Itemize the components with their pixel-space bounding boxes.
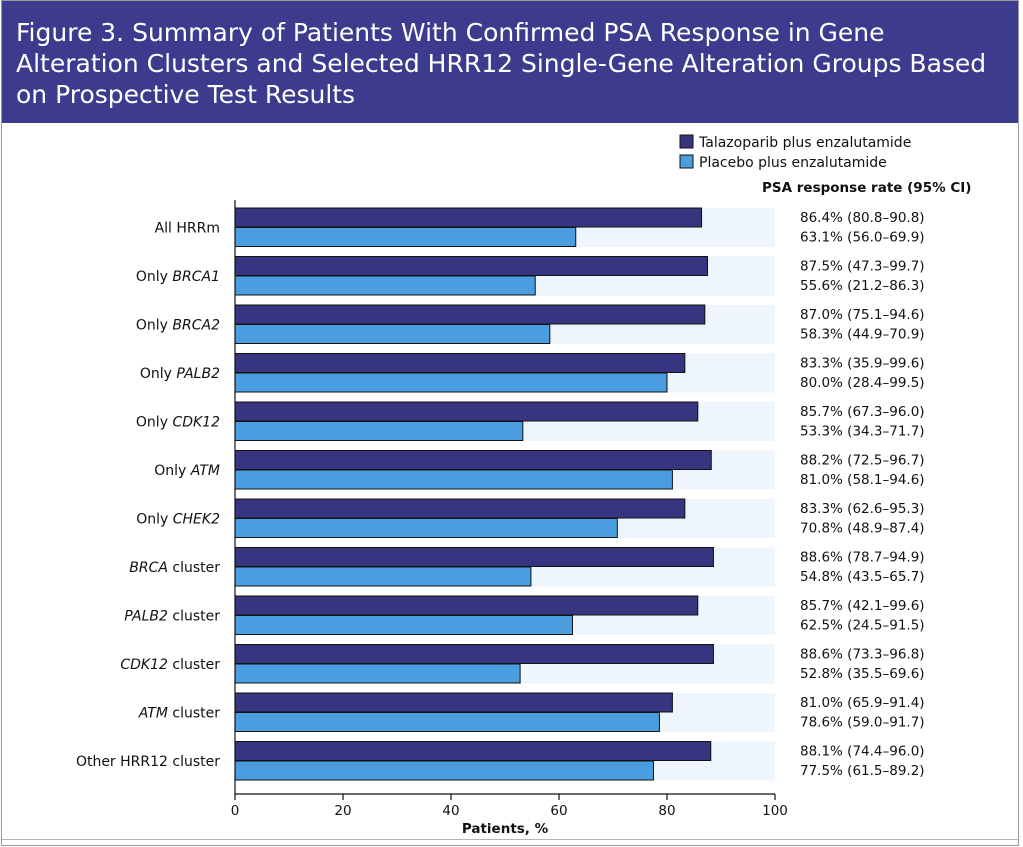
- bar-series-1: [234, 450, 712, 470]
- bottom-divider: [2, 839, 1018, 840]
- category-label-text: Only: [140, 366, 177, 382]
- category-label-text: Only: [154, 463, 191, 479]
- bar-series-1: [234, 207, 703, 228]
- annotation-header: PSA response rate (95% CI): [762, 180, 971, 196]
- bar-series-2: [234, 275, 536, 296]
- legend-label-2: Placebo plus enzalutamide: [699, 155, 887, 171]
- category-label: PALB2 cluster: [124, 609, 220, 625]
- x-tick-label: 100: [762, 803, 788, 819]
- data-label-series-2: 70.8% (48.9–87.4): [800, 521, 925, 537]
- data-label-series-2: 54.8% (43.5–65.7): [800, 569, 925, 585]
- figure-header: Figure 3. Summary of Patients With Confi…: [2, 1, 1018, 123]
- data-label-series-2: 55.6% (21.2–86.3): [800, 278, 925, 294]
- category-label-text: cluster: [168, 706, 220, 722]
- data-label-series-2: 77.5% (61.5–89.2): [800, 763, 925, 779]
- bar-series-2: [234, 566, 532, 587]
- bar-series-1: [234, 692, 673, 713]
- x-tick-label: 80: [658, 803, 675, 819]
- data-label-series-2: 63.1% (56.0–69.9): [800, 230, 925, 246]
- data-label-series-1: 88.2% (72.5–96.7): [800, 453, 925, 469]
- category-label-gene: PALB2: [124, 609, 168, 625]
- data-label-series-1: 85.7% (67.3–96.0): [800, 404, 925, 420]
- bar-series-2: [234, 372, 668, 393]
- bar-series-2: [234, 518, 618, 538]
- data-label-series-1: 86.4% (80.8–90.8): [800, 210, 925, 226]
- bar-series-1: [234, 644, 714, 664]
- x-tick-label: 40: [442, 803, 459, 819]
- category-label: CDK12 cluster: [120, 657, 220, 673]
- bar-series-2: [234, 615, 573, 635]
- data-label-series-2: 58.3% (44.9–70.9): [800, 327, 925, 343]
- category-label-text: Only: [136, 269, 173, 285]
- category-label: Only BRCA1: [136, 269, 220, 285]
- category-label-gene: ATM: [138, 706, 168, 722]
- data-label-series-1: 88.6% (73.3–96.8): [800, 647, 925, 663]
- category-label-gene: BRCA2: [172, 318, 220, 334]
- data-label-series-1: 88.1% (74.4–96.0): [800, 744, 925, 760]
- bar-series-1: [234, 595, 699, 616]
- x-tick-label: 0: [231, 803, 240, 819]
- data-label-series-2: 80.0% (28.4–99.5): [800, 375, 925, 391]
- legend-label-1: Talazoparib plus enzalutamide: [698, 135, 911, 151]
- data-label-series-1: 85.7% (42.1–99.6): [800, 598, 925, 614]
- data-label-series-1: 87.5% (47.3–99.7): [800, 259, 925, 275]
- category-label: Only PALB2: [140, 366, 220, 382]
- category-label: Only CHEK2: [136, 512, 220, 528]
- bar-series-2: [234, 421, 524, 441]
- category-label-text: Only: [136, 318, 173, 334]
- category-label: All HRRm: [155, 221, 220, 237]
- bar-series-1: [234, 353, 686, 373]
- data-label-series-2: 78.6% (59.0–91.7): [800, 715, 925, 731]
- category-label-gene: PALB2: [176, 366, 220, 382]
- bar-series-2: [234, 663, 521, 684]
- data-label-series-2: 52.8% (35.5–69.6): [800, 666, 925, 682]
- category-label: Only ATM: [154, 463, 220, 479]
- category-label-text: Only: [136, 415, 173, 431]
- bar-series-2: [234, 324, 551, 344]
- data-label-series-1: 81.0% (65.9–91.4): [800, 695, 925, 711]
- bar-series-1: [234, 547, 714, 567]
- category-label-text: cluster: [168, 657, 220, 673]
- category-label-text: Only: [136, 512, 173, 528]
- data-label-series-1: 83.3% (35.9–99.6): [800, 356, 925, 372]
- category-label-text: Other HRR12 cluster: [76, 754, 220, 770]
- category-label-text: All HRRm: [155, 221, 220, 237]
- data-label-series-1: 88.6% (78.7–94.9): [800, 550, 925, 566]
- bar-series-2: [234, 227, 577, 247]
- category-label-text: cluster: [168, 609, 220, 625]
- category-label: Only CDK12: [136, 415, 220, 431]
- category-label-gene: CHEK2: [173, 512, 220, 528]
- category-label-text: cluster: [168, 560, 220, 576]
- data-label-series-2: 53.3% (34.3–71.7): [800, 424, 925, 440]
- bar-series-2: [234, 469, 673, 490]
- category-label-gene: CDK12: [120, 657, 168, 673]
- category-label-gene: CDK12: [172, 415, 220, 431]
- category-label: BRCA cluster: [129, 560, 220, 576]
- category-label-gene: ATM: [190, 463, 220, 479]
- bar-series-1: [234, 741, 712, 761]
- bar-series-1: [234, 304, 706, 325]
- category-label: Only BRCA2: [136, 318, 220, 334]
- legend-swatch-2: [679, 154, 694, 169]
- bar-series-2: [234, 760, 654, 781]
- bar-series-2: [234, 712, 660, 732]
- bar-series-1: [234, 256, 708, 276]
- category-label-gene: BRCA: [129, 560, 168, 576]
- category-label: Other HRR12 cluster: [76, 754, 220, 770]
- category-label: ATM cluster: [138, 706, 221, 722]
- data-label-series-1: 83.3% (62.6–95.3): [800, 501, 925, 517]
- bar-series-1: [234, 401, 699, 422]
- figure-title: Figure 3. Summary of Patients With Confi…: [16, 18, 987, 109]
- category-label-gene: BRCA1: [172, 269, 220, 285]
- x-axis-title: Patients, %: [462, 821, 549, 837]
- data-label-series-1: 87.0% (75.1–94.6): [800, 307, 925, 323]
- x-tick-label: 60: [550, 803, 567, 819]
- bar-series-1: [234, 498, 686, 519]
- data-label-series-2: 62.5% (24.5–91.5): [800, 618, 925, 634]
- x-tick-label: 20: [334, 803, 351, 819]
- legend-swatch-1: [679, 134, 694, 149]
- data-label-series-2: 81.0% (58.1–94.6): [800, 472, 925, 488]
